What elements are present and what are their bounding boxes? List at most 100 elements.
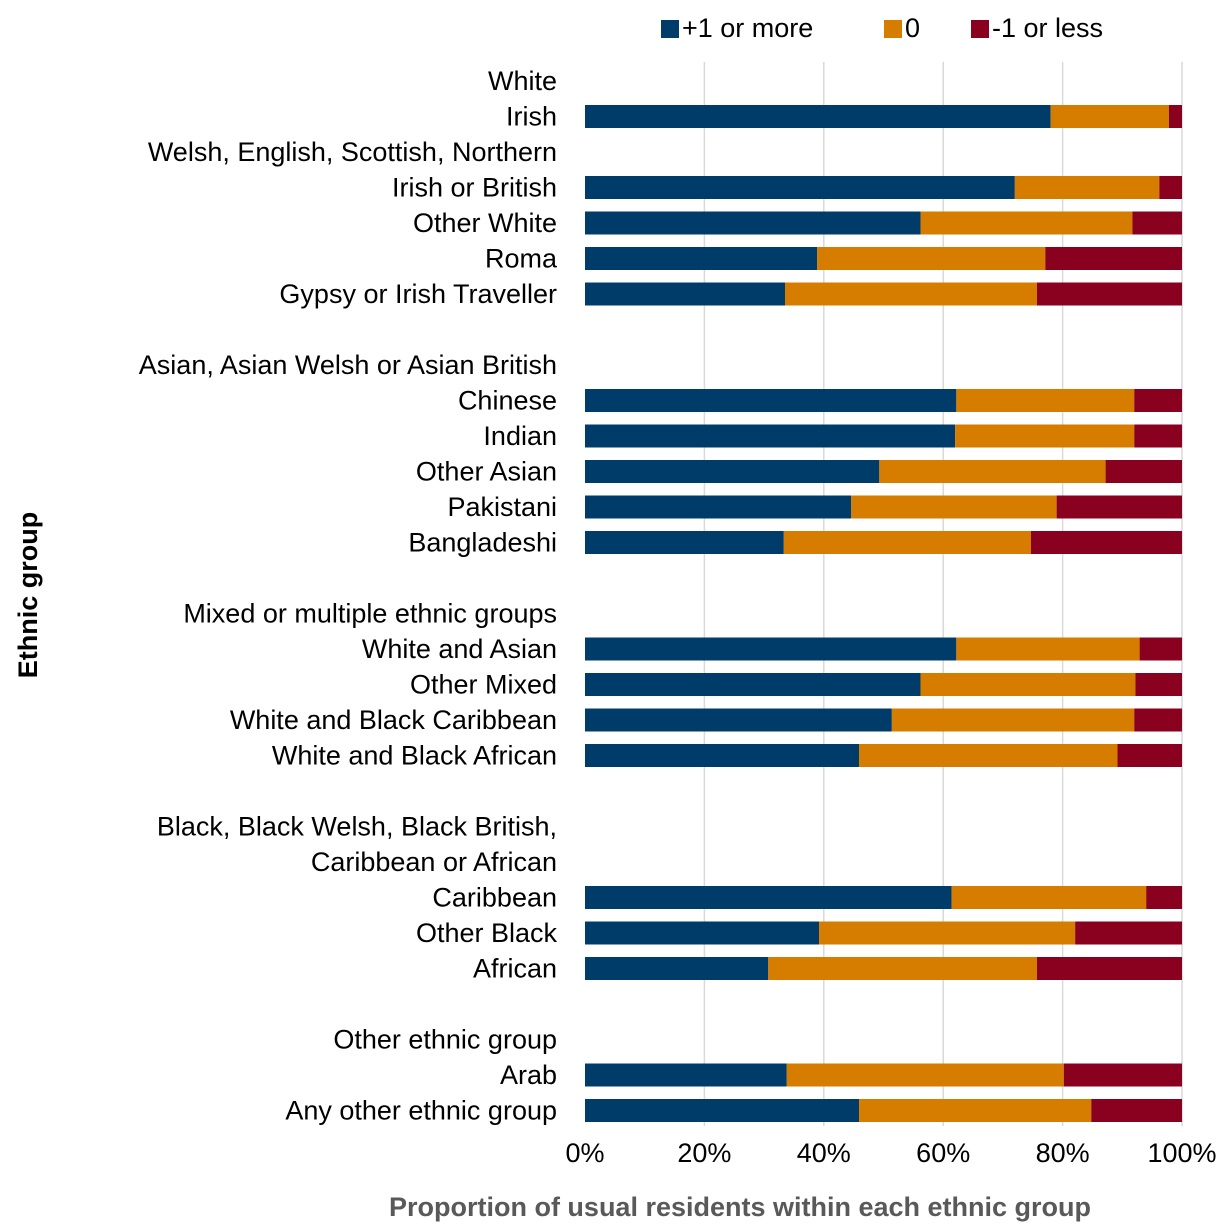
bar-segment — [585, 460, 880, 483]
bar-segment — [585, 282, 785, 306]
bar-segment — [1075, 921, 1182, 945]
bar-segment — [786, 1063, 1064, 1087]
bar-segment — [585, 637, 957, 661]
bar-segment — [817, 247, 1046, 270]
y-axis-title: Ethnic group — [13, 512, 43, 678]
bar-segment — [585, 1063, 787, 1087]
category-label: Other Mixed — [410, 670, 557, 700]
group-heading-label: Caribbean or African — [311, 847, 557, 877]
group-heading-label: Asian, Asian Welsh or Asian British — [139, 350, 557, 380]
category-label: Gypsy or Irish Traveller — [279, 279, 557, 309]
bar-segment — [859, 744, 1118, 767]
category-label: White and Black African — [272, 741, 557, 771]
category-label: White and Black Caribbean — [230, 705, 557, 735]
bar-segment — [585, 957, 769, 980]
bar-segment — [1091, 1099, 1182, 1122]
bar-segment — [1117, 744, 1182, 767]
bar-segment — [879, 460, 1106, 483]
bar-segment — [585, 105, 1051, 128]
bars — [585, 105, 1182, 1122]
gridlines — [703, 62, 1183, 1126]
legend-swatch — [661, 20, 679, 38]
bar-segment — [585, 424, 956, 448]
x-tick-label: 80% — [1036, 1138, 1090, 1168]
bar-segment — [585, 247, 818, 270]
bar-segment — [585, 211, 921, 235]
bar-segment — [784, 282, 1037, 306]
bar-segment — [1135, 673, 1182, 696]
bar-segment — [955, 424, 1135, 448]
category-label: Roma — [485, 244, 558, 274]
bar-segment — [1105, 460, 1182, 483]
category-label: African — [473, 954, 557, 984]
legend-label: 0 — [905, 13, 920, 43]
x-tick-label: 60% — [916, 1138, 970, 1168]
bar-segment — [951, 886, 1147, 909]
category-label: Any other ethnic group — [285, 1096, 557, 1126]
category-label: Chinese — [458, 386, 557, 416]
bar-segment — [768, 957, 1037, 980]
bar-segment — [585, 176, 1015, 199]
bar-segment — [585, 1099, 860, 1122]
bar-segment — [1050, 105, 1169, 128]
bar-segment — [1134, 708, 1182, 732]
bar-segment — [956, 389, 1135, 412]
bar-segment — [920, 673, 1136, 696]
bar-segment — [585, 744, 860, 767]
x-tick-label: 0% — [565, 1138, 604, 1168]
bar-segment — [585, 495, 852, 519]
x-tick-label: 20% — [677, 1138, 731, 1168]
bar-segment — [1030, 531, 1182, 554]
category-label: Irish or British — [392, 173, 557, 203]
legend-label: +1 or more — [682, 13, 813, 43]
bar-segment — [1132, 211, 1182, 235]
legend-swatch — [884, 20, 902, 38]
bar-segment — [585, 886, 952, 909]
category-label: Arab — [500, 1060, 557, 1090]
bar-segment — [783, 531, 1031, 554]
group-heading-label: Other ethnic group — [333, 1025, 557, 1055]
category-label: Other White — [413, 208, 557, 238]
category-label: Bangladeshi — [408, 528, 557, 558]
bar-segment — [585, 673, 921, 696]
bar-segment — [585, 389, 957, 412]
x-tick-label: 100% — [1147, 1138, 1216, 1168]
category-label: Caribbean — [432, 883, 557, 913]
bar-segment — [1045, 247, 1182, 270]
category-label: Other Asian — [416, 457, 557, 487]
bar-segment — [859, 1099, 1092, 1122]
bar-segment — [585, 708, 892, 732]
group-heading-label: Mixed or multiple ethnic groups — [183, 599, 557, 629]
bar-segment — [1036, 957, 1182, 980]
bar-segment — [1056, 495, 1182, 519]
bar-segment — [956, 637, 1140, 661]
x-tick-label: 40% — [797, 1138, 851, 1168]
x-axis-title: Proportion of usual residents within eac… — [389, 1192, 1091, 1222]
bar-segment — [1036, 282, 1182, 306]
category-label: Indian — [483, 421, 557, 451]
category-label: White and Asian — [362, 634, 557, 664]
bar-segment — [891, 708, 1135, 732]
bar-segment — [1159, 176, 1182, 199]
legend: +1 or more 0 -1 or less — [661, 13, 1103, 43]
bar-segment — [1134, 424, 1182, 448]
legend-label: -1 or less — [992, 13, 1103, 43]
bar-segment — [819, 921, 1076, 945]
x-tick-labels: 0% 20% 40% 60% 80% 100% — [565, 1138, 1216, 1168]
group-heading-label: Black, Black Welsh, Black British, — [157, 812, 557, 842]
bar-segment — [585, 921, 820, 945]
legend-swatch — [971, 20, 989, 38]
bar-segment — [851, 495, 1057, 519]
bar-segment — [1063, 1063, 1182, 1087]
bar-segment — [1014, 176, 1160, 199]
category-label: Pakistani — [447, 492, 557, 522]
category-label: Irish — [506, 102, 557, 132]
bar-segment — [1146, 886, 1182, 909]
group-heading-label: White — [488, 66, 557, 96]
group-heading-label: Welsh, English, Scottish, Northern — [148, 137, 557, 167]
bar-segment — [1168, 105, 1182, 128]
category-labels: White Irish Welsh, English, Scottish, Nort… — [139, 66, 558, 1126]
category-label: Other Black — [416, 918, 558, 948]
bar-segment — [920, 211, 1133, 235]
